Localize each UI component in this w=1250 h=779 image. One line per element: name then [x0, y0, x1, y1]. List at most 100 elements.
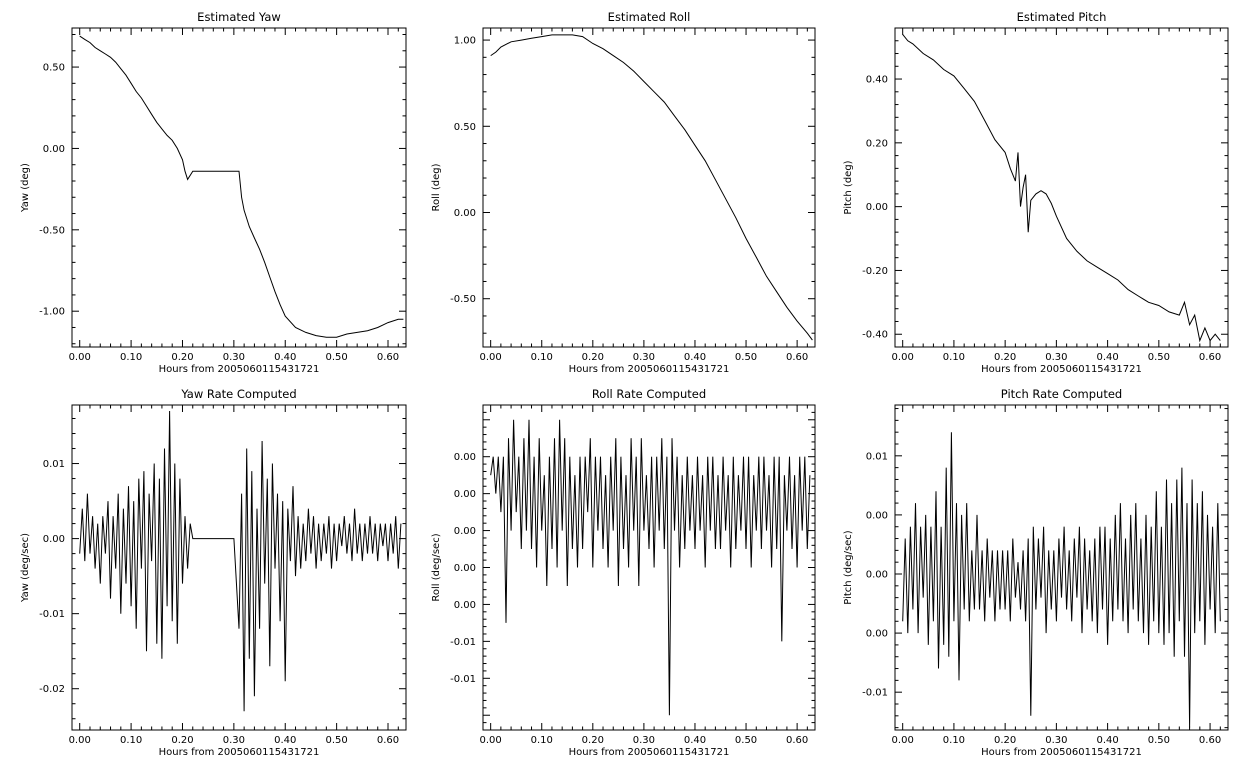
x-tick-label: 0.20: [171, 735, 193, 746]
y-axis-label: Yaw (deg): [20, 163, 31, 213]
series-line: [902, 34, 1221, 343]
x-tick-label: 0.50: [1148, 735, 1170, 746]
x-tick-label: 0.20: [582, 735, 604, 746]
x-tick-label: 0.40: [684, 735, 706, 746]
y-tick-label: -0.20: [862, 266, 888, 277]
x-tick-label: 0.00: [480, 735, 502, 746]
y-axis-label: Pitch (deg): [843, 160, 854, 214]
x-tick-label: 0.40: [274, 735, 296, 746]
y-tick-label: 0.00: [454, 489, 476, 500]
plot-frame: [482, 27, 816, 348]
x-tick-label: 0.60: [1199, 352, 1221, 363]
y-tick-label: 0.00: [866, 570, 888, 581]
x-tick-label: 0.50: [735, 352, 757, 363]
x-tick-label: 0.40: [1096, 735, 1118, 746]
y-tick-label: 0.00: [43, 144, 65, 155]
y-tick-label: 0.00: [43, 534, 65, 545]
series-line: [902, 432, 1221, 728]
chart-title: Estimated Roll: [608, 10, 691, 24]
y-tick-label: -0.01: [450, 674, 476, 685]
x-tick-label: 0.50: [325, 735, 347, 746]
y-tick-label: -1.00: [39, 307, 65, 318]
plot-frame: [894, 27, 1229, 348]
chart-panel-1: Estimated Yaw Hours from 2005060115431721…: [20, 10, 407, 375]
x-tick-label: 0.60: [1199, 735, 1221, 746]
x-tick-label: 0.10: [943, 735, 965, 746]
x-tick-label: 0.30: [1045, 735, 1067, 746]
x-tick-label: 0.30: [1045, 352, 1067, 363]
x-tick-label: 0.00: [480, 352, 502, 363]
chart-title: Yaw Rate Computed: [180, 387, 296, 401]
chart-title: Estimated Yaw: [197, 10, 281, 24]
y-tick-label: 0.50: [454, 122, 476, 133]
y-tick-label: -0.01: [450, 637, 476, 648]
chart-panel-3: Estimated Pitch Hours from 20050601154317…: [843, 10, 1229, 375]
x-tick-label: 0.30: [223, 735, 245, 746]
y-tick-label: 0.40: [866, 75, 888, 86]
y-axis-label: Yaw (deg/sec): [20, 533, 31, 603]
y-tick-label: -0.01: [39, 609, 65, 620]
x-tick-label: 0.10: [531, 352, 553, 363]
series-line: [79, 410, 402, 712]
x-tick-label: 0.10: [531, 735, 553, 746]
y-tick-label: 0.01: [866, 451, 888, 462]
y-tick-label: 0.20: [866, 138, 888, 149]
x-tick-label: 0.30: [633, 352, 655, 363]
x-tick-label: 0.10: [120, 352, 142, 363]
chart-title: Roll Rate Computed: [592, 387, 706, 401]
x-tick-label: 0.00: [69, 735, 91, 746]
x-axis-label: Hours from 2005060115431721: [981, 364, 1142, 375]
y-tick-label: 0.50: [43, 63, 65, 74]
x-tick-label: 0.50: [1148, 352, 1170, 363]
plot-frame: [71, 27, 407, 348]
y-tick-label: 0.00: [454, 526, 476, 537]
series-line: [79, 35, 404, 338]
x-tick-label: 0.40: [1096, 352, 1118, 363]
x-tick-label: 0.20: [171, 352, 193, 363]
plot-frame: [894, 404, 1229, 731]
x-tick-label: 0.30: [633, 735, 655, 746]
x-tick-label: 0.00: [69, 352, 91, 363]
x-tick-label: 0.00: [892, 352, 914, 363]
chart-panel-5: Roll Rate Computed Hours from 20050601154…: [431, 387, 816, 758]
y-tick-label: 0.00: [454, 563, 476, 574]
y-tick-label: 0.00: [454, 452, 476, 463]
chart-panel-2: Estimated Roll Hours from 200506011543172…: [431, 10, 816, 375]
y-tick-label: -0.40: [862, 330, 888, 341]
x-tick-label: 0.60: [786, 735, 808, 746]
chart-panel-4: Yaw Rate Computed Hours from 200506011543…: [20, 387, 407, 758]
chart-title: Estimated Pitch: [1017, 10, 1107, 24]
y-axis-label: Pitch (deg/sec): [843, 530, 854, 605]
x-axis-label: Hours from 2005060115431721: [569, 747, 730, 758]
x-tick-label: 0.50: [325, 352, 347, 363]
y-axis-label: Roll (deg/sec): [431, 533, 442, 601]
x-tick-label: 0.60: [377, 735, 399, 746]
y-tick-label: 0.00: [866, 510, 888, 521]
y-tick-label: -0.01: [862, 688, 888, 699]
y-tick-label: 0.01: [43, 459, 65, 470]
x-axis-label: Hours from 2005060115431721: [159, 364, 320, 375]
x-tick-label: 0.50: [735, 735, 757, 746]
x-tick-label: 0.60: [377, 352, 399, 363]
x-axis-label: Hours from 2005060115431721: [981, 747, 1142, 758]
chart-title: Pitch Rate Computed: [1001, 387, 1122, 401]
x-tick-label: 0.30: [223, 352, 245, 363]
y-tick-label: 0.00: [454, 600, 476, 611]
y-tick-label: 0.00: [454, 208, 476, 219]
x-tick-label: 0.40: [274, 352, 296, 363]
x-axis-label: Hours from 2005060115431721: [159, 747, 320, 758]
x-tick-label: 0.10: [943, 352, 965, 363]
y-tick-label: 0.00: [866, 629, 888, 640]
x-tick-label: 0.20: [582, 352, 604, 363]
y-axis-label: Roll (deg): [431, 163, 442, 211]
y-tick-label: 0.00: [866, 202, 888, 213]
x-tick-label: 0.00: [892, 735, 914, 746]
chart-panel-6: Pitch Rate Computed Hours from 2005060115…: [843, 387, 1229, 758]
y-tick-label: -0.50: [450, 294, 476, 305]
x-tick-label: 0.40: [684, 352, 706, 363]
x-axis-label: Hours from 2005060115431721: [569, 364, 730, 375]
plot-frame: [482, 404, 816, 731]
x-tick-label: 0.20: [994, 352, 1016, 363]
